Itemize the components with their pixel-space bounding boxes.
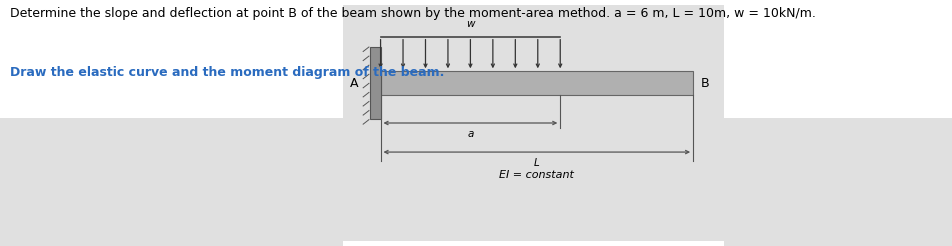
Text: L: L — [533, 158, 539, 169]
Text: A: A — [349, 77, 358, 90]
Text: w: w — [466, 19, 474, 30]
Bar — [369, 47, 380, 119]
Text: EI = constant: EI = constant — [499, 170, 574, 180]
Text: Draw the elastic curve and the moment diagram of the beam.: Draw the elastic curve and the moment di… — [10, 66, 444, 79]
Bar — [380, 71, 692, 95]
Text: a: a — [466, 129, 473, 139]
Text: B: B — [700, 77, 708, 90]
Text: Determine the slope and deflection at point B of the beam shown by the moment-ar: Determine the slope and deflection at po… — [10, 7, 815, 20]
